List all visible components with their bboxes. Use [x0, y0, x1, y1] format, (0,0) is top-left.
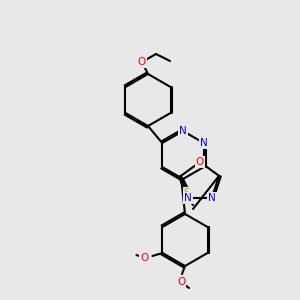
Text: O: O: [140, 253, 148, 263]
Text: N: N: [184, 193, 192, 203]
Text: O: O: [138, 57, 146, 67]
Text: N: N: [208, 193, 216, 203]
Text: O: O: [177, 277, 185, 287]
Text: N: N: [179, 126, 187, 136]
Text: S: S: [184, 188, 190, 198]
Text: O: O: [196, 157, 204, 167]
Text: N: N: [200, 138, 208, 148]
